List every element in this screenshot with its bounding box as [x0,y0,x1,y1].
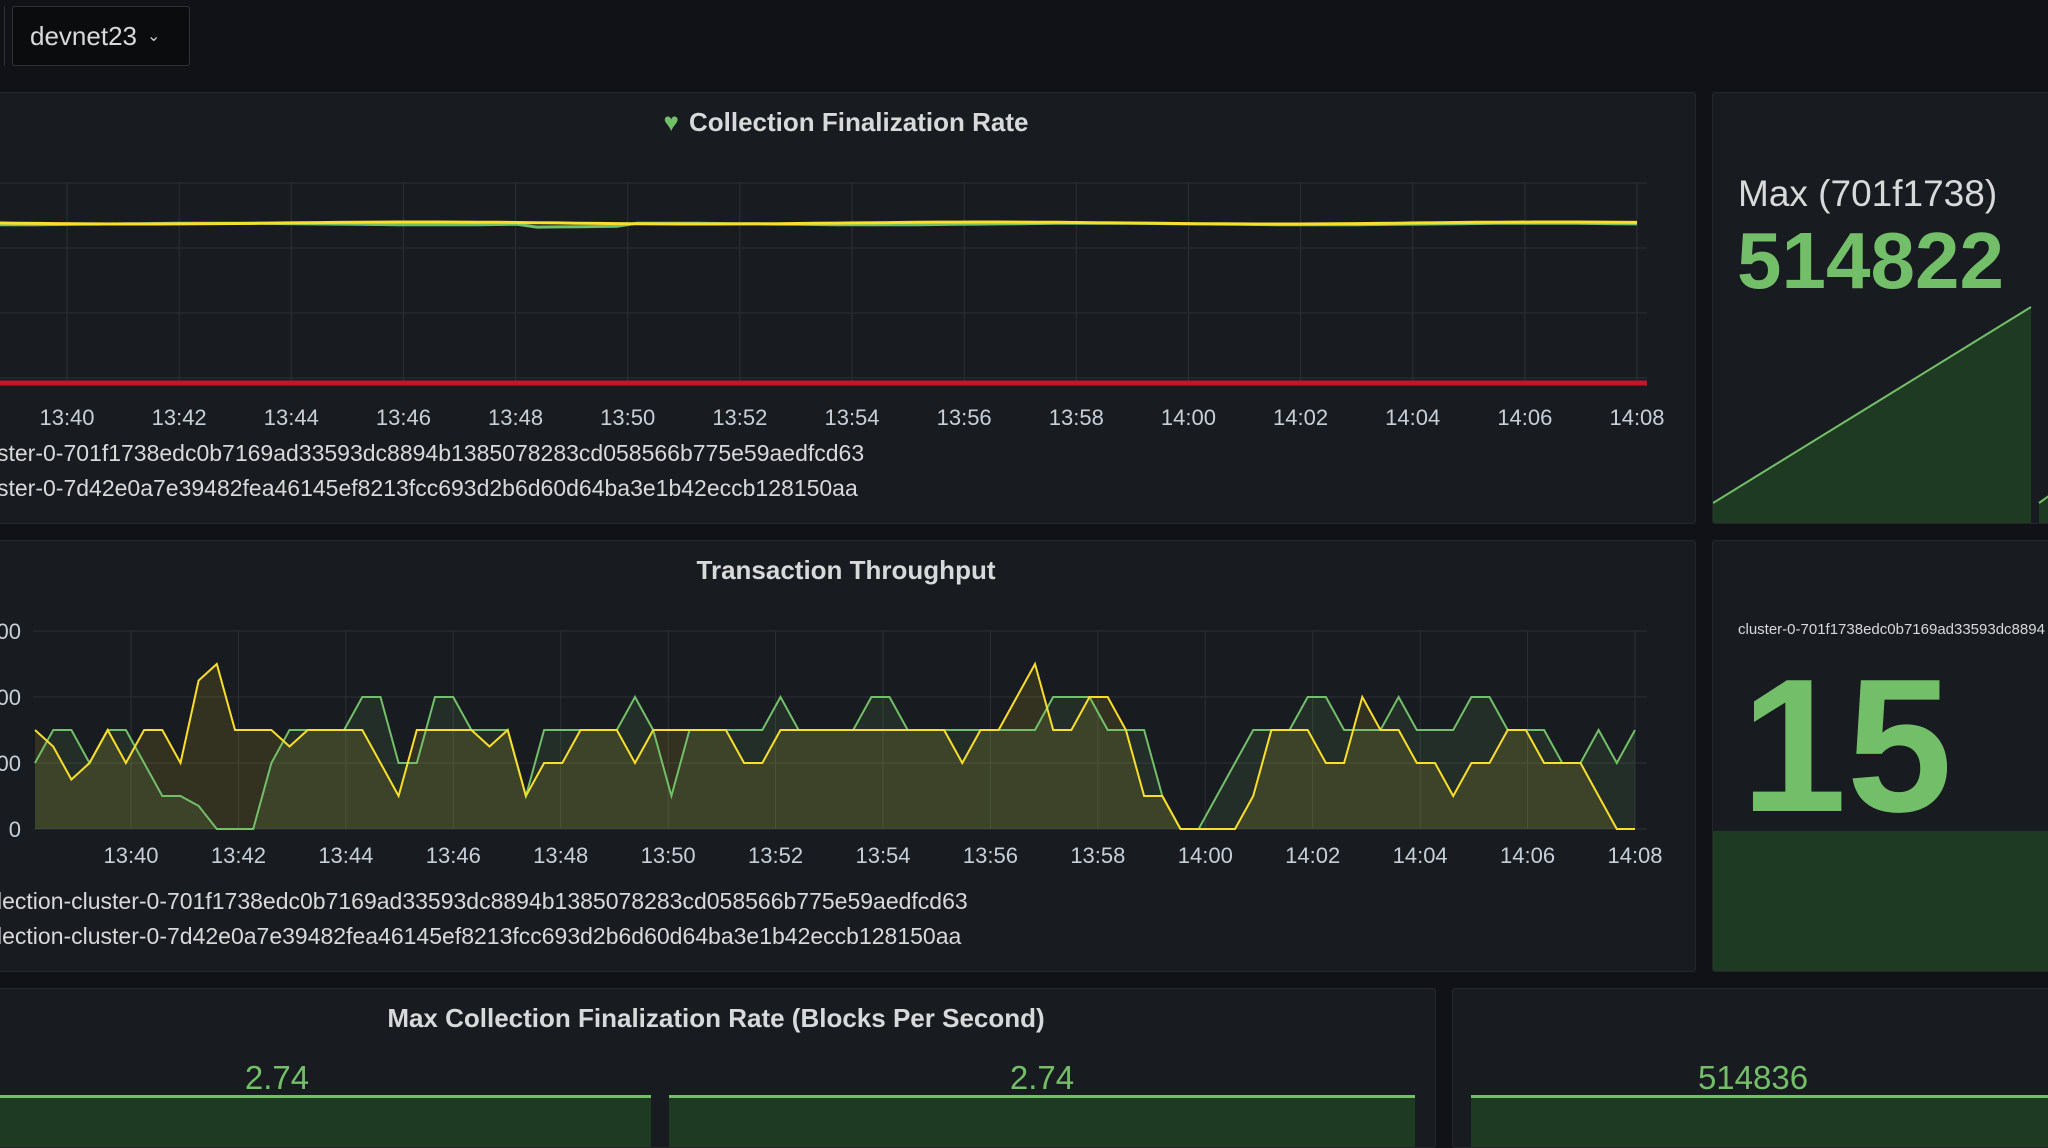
gauge-bar-2 [669,1095,1415,1147]
x-tick-label: 13:44 [318,843,373,868]
sparkline [1713,306,2048,523]
stat-value: 514822 [1737,216,2004,305]
x-tick-label: 13:48 [533,843,588,868]
x-tick-label: 13:52 [712,405,767,430]
x-tick-label: 13:44 [264,405,319,430]
chevron-down-icon: ⌄ [146,28,161,45]
x-tick-label: 14:02 [1285,843,1340,868]
panel-title: Transaction Throughput [696,555,996,585]
finalization-rate-chart[interactable]: 13:40 13:42 13:44 13:46 13:48 13:50 13:52 13:54… [0,163,1696,463]
gauge-value: 514836 [1697,1059,1809,1096]
datasource-select[interactable]: devnet23 ⌄ [12,6,190,66]
x-tick-label: 13:42 [211,843,266,868]
bottom-right-stat-panel[interactable]: 514836 [1452,988,2048,1148]
x-tick-label: 14:08 [1607,843,1662,868]
finalization-rate-panel[interactable]: ♥ Collection Finalization Rate 13:40 13:42… [0,92,1696,524]
x-tick-label: 13:42 [152,405,207,430]
gauge-bar-1 [0,1095,651,1147]
x-tick-label: 14:04 [1385,405,1440,430]
y-tick-label: 00 [0,685,21,710]
gauge-bar [1471,1095,2048,1147]
x-tick-label: 14:08 [1609,405,1664,430]
x-tick-label: 14:02 [1273,405,1328,430]
x-tick-label: 14:00 [1161,405,1216,430]
x-tick-label: 14:00 [1178,843,1233,868]
legend-item-1[interactable]: ster-0-701f1738edc0b7169ad33593dc8894b13… [0,440,865,466]
stat-value: 15 [1741,640,1953,852]
x-tick-label: 13:48 [488,405,543,430]
gauge-value-2: 2.74 [1009,1059,1075,1096]
x-tick-label: 13:52 [748,843,803,868]
heart-icon: ♥ [663,107,679,137]
stat-background-fill [1713,831,2048,971]
x-tick-label: 14:04 [1393,843,1448,868]
x-tick-label: 13:46 [376,405,431,430]
panel-title: Collection Finalization Rate [688,107,1029,137]
max-stat-panel[interactable]: Max (701f1738) 514822 [1712,92,2048,524]
gauge-value-1: 2.74 [244,1059,310,1096]
max-collection-rate-panel[interactable]: Max Collection Finalization Rate (Blocks… [0,988,1436,1148]
datasource-label: devnet23 [30,20,137,51]
panel-title: Max Collection Finalization Rate (Blocks… [387,1003,1045,1033]
left-edge-control[interactable] [0,6,5,66]
y-tick-label: 00 [0,619,21,644]
legend-item-2[interactable]: lection-cluster-0-7d42e0a7e39482fea46145… [0,923,962,949]
y-tick-label: 00 [0,751,21,776]
x-tick-label: 13:56 [937,405,992,430]
legend-item-2[interactable]: ster-0-7d42e0a7e39482fea46145ef8213fcc69… [0,475,858,501]
x-tick-label: 13:54 [855,843,910,868]
x-tick-label: 13:50 [641,843,696,868]
x-tick-label: 13:58 [1070,843,1125,868]
legend-item-1[interactable]: lection-cluster-0-701f1738edc0b7169ad335… [0,888,968,914]
x-tick-label: 13:40 [39,405,94,430]
x-tick-label: 13:58 [1049,405,1104,430]
x-tick-label: 14:06 [1500,843,1555,868]
stat-title: Max (701f1738) [1738,173,1998,214]
x-tick-label: 13:50 [600,405,655,430]
x-tick-label: 14:06 [1497,405,1552,430]
series-yellow-line [34,661,1635,830]
series-yellow-line [0,220,1638,226]
throughput-chart[interactable]: 0000000 13:4013:4213:4413:4613:4813:5013… [0,601,1696,941]
top-bar: devnet23 ⌄ [0,0,2048,80]
series-yellow-area [35,664,1635,829]
transaction-throughput-panel[interactable]: Transaction Throughput 0000000 13:4013:4… [0,540,1696,972]
stat-series-label: cluster-0-701f1738edc0b7169ad33593dc8894 [1738,621,2045,638]
panel-title-row: ♥ Collection Finalization Rate [0,107,1695,138]
x-tick-label: 13:56 [963,843,1018,868]
x-tick-label: 13:46 [426,843,481,868]
cluster-stat-panel[interactable]: cluster-0-701f1738edc0b7169ad33593dc8894… [1712,540,2048,972]
x-tick-label: 13:54 [824,405,879,430]
x-tick-label: 13:40 [103,843,158,868]
y-tick-label: 0 [9,817,21,842]
